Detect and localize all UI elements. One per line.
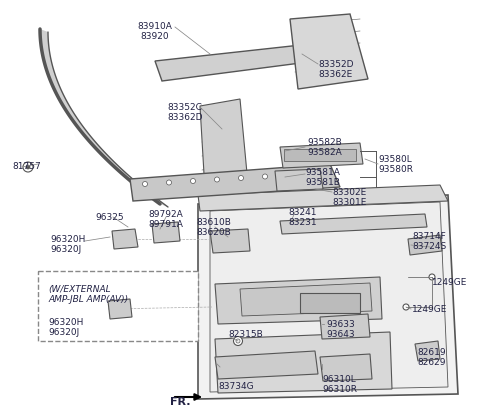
Text: FR.: FR. [170, 396, 191, 406]
Text: (W/EXTERNAL
AMP-JBL AMP(AV)): (W/EXTERNAL AMP-JBL AMP(AV)) [48, 284, 128, 303]
Circle shape [311, 172, 315, 177]
Polygon shape [112, 229, 138, 249]
Polygon shape [200, 100, 248, 191]
Polygon shape [108, 299, 132, 319]
Text: 89792A
89791A: 89792A 89791A [148, 209, 183, 229]
Text: 93582B
93582A: 93582B 93582A [307, 138, 342, 157]
Polygon shape [210, 229, 250, 254]
Polygon shape [155, 45, 316, 82]
Polygon shape [320, 354, 372, 381]
Text: 1249GE: 1249GE [412, 304, 447, 313]
Circle shape [403, 304, 409, 310]
Text: 93581A
93581B: 93581A 93581B [305, 168, 340, 187]
Circle shape [429, 274, 435, 280]
Circle shape [215, 178, 219, 182]
Text: 96325: 96325 [95, 213, 124, 221]
Circle shape [236, 339, 240, 343]
Polygon shape [198, 196, 458, 399]
Text: 96320H
96320J: 96320H 96320J [50, 234, 85, 254]
Text: 82315B: 82315B [228, 329, 263, 338]
Circle shape [191, 179, 195, 184]
Circle shape [26, 166, 30, 170]
Text: 83352C
83362D: 83352C 83362D [167, 103, 203, 122]
Text: 93580L
93580R: 93580L 93580R [378, 155, 413, 174]
Polygon shape [240, 283, 372, 316]
Polygon shape [280, 214, 427, 234]
Polygon shape [215, 332, 392, 393]
Circle shape [263, 175, 267, 180]
Polygon shape [210, 202, 448, 392]
Bar [284, 150, 356, 162]
Text: 93633
93643: 93633 93643 [326, 319, 355, 339]
Circle shape [233, 337, 242, 346]
Polygon shape [130, 164, 340, 202]
Polygon shape [40, 30, 168, 207]
Bar [300, 293, 360, 313]
Text: 1249GE: 1249GE [432, 277, 468, 286]
Text: 83610B
83620B: 83610B 83620B [196, 218, 231, 237]
Circle shape [287, 173, 291, 178]
Circle shape [239, 176, 243, 181]
Polygon shape [320, 314, 370, 339]
Polygon shape [215, 351, 318, 379]
FancyBboxPatch shape [38, 271, 198, 341]
Text: 83910A
83920: 83910A 83920 [138, 22, 172, 41]
Text: 83734G: 83734G [218, 381, 253, 390]
Circle shape [167, 180, 171, 186]
Text: 96320H
96320J: 96320H 96320J [48, 317, 84, 337]
Text: 81757: 81757 [12, 162, 41, 171]
Circle shape [23, 163, 33, 173]
Text: 83352D
83362E: 83352D 83362E [318, 60, 353, 79]
Text: 83714F
83724S: 83714F 83724S [412, 231, 446, 251]
Polygon shape [275, 170, 323, 191]
Polygon shape [280, 144, 363, 169]
Polygon shape [408, 236, 442, 255]
Circle shape [143, 182, 147, 187]
Text: 82619
82629: 82619 82629 [417, 347, 445, 366]
Polygon shape [290, 15, 368, 90]
Text: 83241
83231: 83241 83231 [288, 207, 317, 227]
Text: 83302E
83301E: 83302E 83301E [332, 188, 366, 207]
Polygon shape [415, 341, 440, 361]
Text: 96310L
96310R: 96310L 96310R [322, 374, 357, 393]
Polygon shape [215, 277, 382, 324]
Polygon shape [198, 186, 448, 211]
Polygon shape [152, 222, 180, 243]
